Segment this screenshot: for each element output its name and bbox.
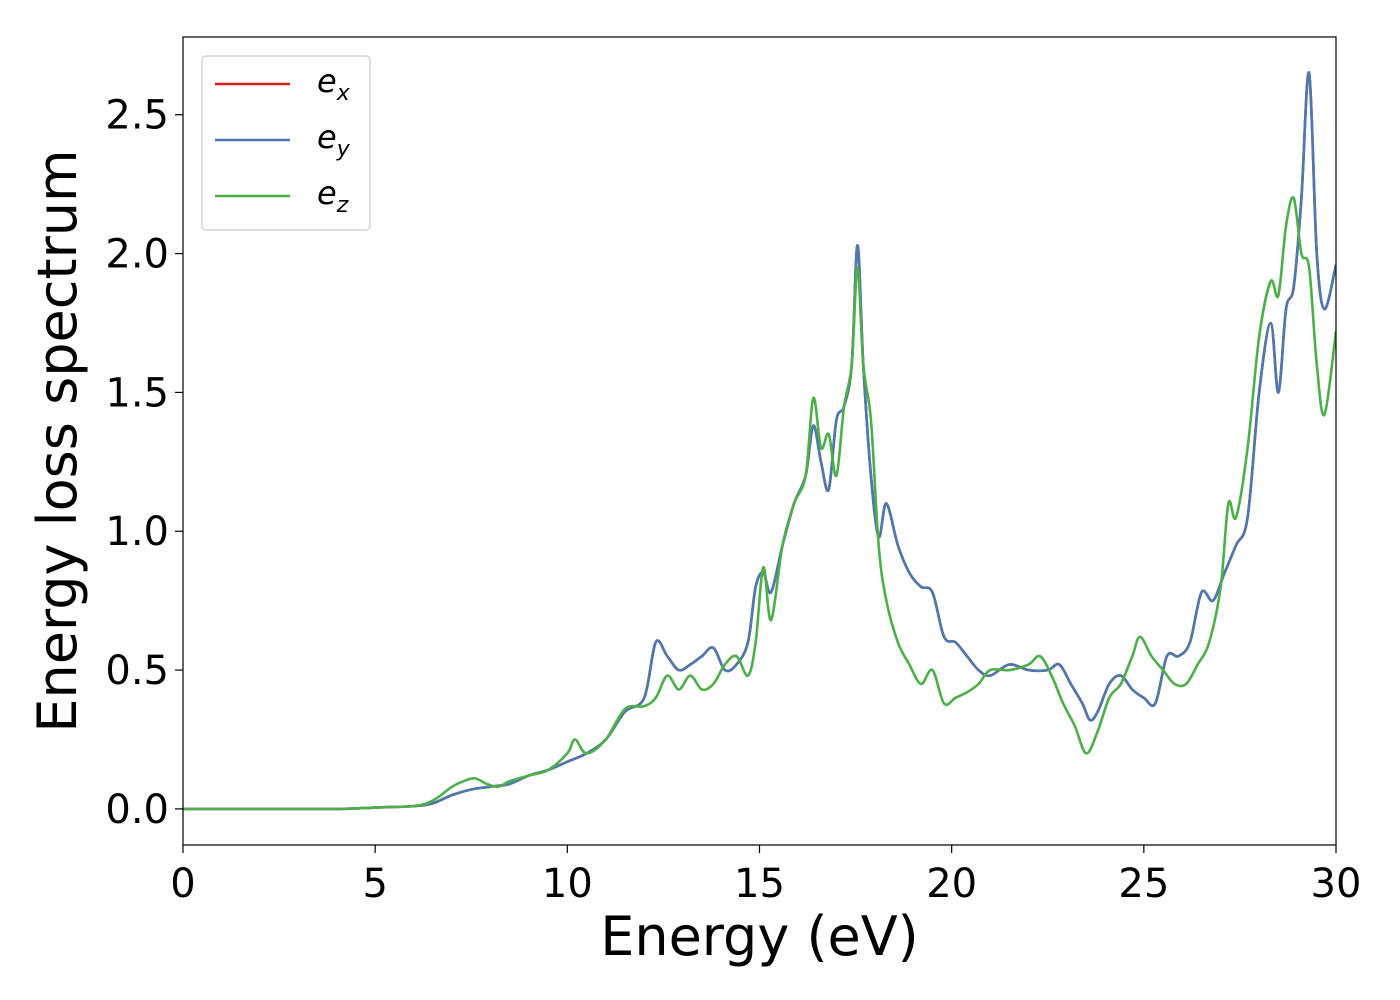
x-tick-label: 25 bbox=[1118, 861, 1169, 907]
y-tick-label: 1.5 bbox=[105, 370, 169, 416]
legend-item-z: ez bbox=[215, 174, 349, 218]
y-tick-label: 1.0 bbox=[105, 509, 169, 555]
series-layer bbox=[183, 71, 1336, 811]
y-tick-label: 0.0 bbox=[105, 787, 169, 833]
legend: ex ey ez bbox=[201, 55, 371, 231]
legend-box bbox=[201, 55, 371, 231]
x-axis-label: Energy (eV) bbox=[600, 905, 919, 968]
legend-item-y: ey bbox=[215, 118, 351, 162]
x-tick-label: 20 bbox=[926, 861, 977, 907]
y-axis-label: Energy loss spectrum bbox=[26, 149, 89, 732]
x-tick-label: 30 bbox=[1311, 861, 1362, 907]
legend-label: ey bbox=[317, 118, 351, 162]
ticks-layer: 0 5 10 15 20 25 30 0.0 0.5 1.0 1.5 2.0 2.5 bbox=[105, 93, 1361, 907]
x-tick-label: 15 bbox=[734, 861, 785, 907]
y-tick-label: 2.0 bbox=[105, 232, 169, 278]
x-tick-label: 10 bbox=[542, 861, 593, 907]
legend-entries: ex ey ez bbox=[215, 62, 351, 218]
x-tick-label: 0 bbox=[170, 861, 195, 907]
y-tick-label: 0.5 bbox=[105, 648, 169, 694]
legend-label: ez bbox=[317, 174, 349, 218]
legend-item-x: ex bbox=[215, 62, 351, 106]
x-tick-label: 5 bbox=[362, 861, 387, 907]
series-line-z bbox=[183, 195, 1336, 811]
y-tick-label: 2.5 bbox=[105, 93, 169, 139]
legend-label: ex bbox=[317, 62, 351, 106]
